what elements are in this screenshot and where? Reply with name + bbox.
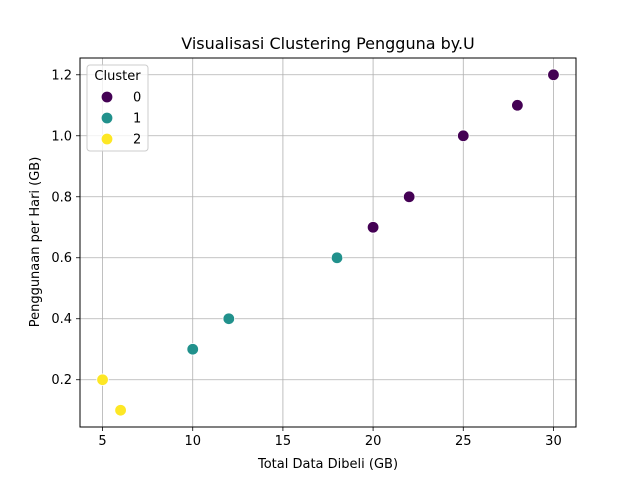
y-tick-label: 1.0 [51, 129, 72, 144]
y-tick-label: 0.2 [51, 373, 72, 388]
cluster-0-point [457, 129, 470, 142]
cluster-2-point [96, 373, 109, 386]
legend-label-2: 2 [133, 133, 141, 148]
cluster-1-point [222, 312, 236, 325]
x-tick-label: 10 [184, 434, 201, 449]
cluster-0-point [366, 221, 380, 234]
x-tick-label: 30 [545, 434, 562, 449]
legend-marker-0 [100, 90, 114, 104]
x-tick-label: 20 [365, 434, 382, 449]
chart-title: Visualisasi Clustering Pengguna by.U [181, 34, 475, 53]
legend-marker-1 [100, 111, 114, 125]
cluster-2-point [114, 404, 127, 417]
grid [80, 58, 576, 427]
cluster-0-point [402, 190, 416, 203]
y-axis-label: Penggunaan per Hari (GB) [28, 157, 43, 328]
y-tick-label: 0.4 [51, 312, 72, 327]
y-tick-label: 1.2 [51, 68, 72, 83]
cluster-0-point [511, 99, 524, 112]
cluster-0-point [547, 68, 560, 81]
x-tick-label: 15 [275, 434, 292, 449]
legend-marker-2 [100, 132, 114, 146]
legend-title: Cluster [94, 69, 141, 84]
y-axis-ticks: 0.2 0.4 0.6 0.8 1.0 1.2 [51, 68, 80, 388]
x-tick-label: 5 [98, 434, 106, 449]
cluster-1-point [330, 251, 344, 264]
x-tick-label: 25 [455, 434, 472, 449]
cluster-1-point [186, 343, 199, 356]
y-tick-label: 0.8 [51, 190, 72, 205]
x-axis-label: Total Data Dibeli (GB) [257, 457, 398, 472]
legend-label-0: 0 [133, 91, 141, 106]
legend-label-1: 1 [133, 112, 141, 127]
y-tick-label: 0.6 [51, 251, 72, 266]
plot-frame [79, 57, 577, 428]
legend: Cluster 0 1 2 [86, 64, 149, 152]
x-axis-ticks: 5 10 15 20 25 30 [98, 427, 562, 449]
data-points [96, 68, 560, 417]
legend-box [86, 64, 149, 152]
